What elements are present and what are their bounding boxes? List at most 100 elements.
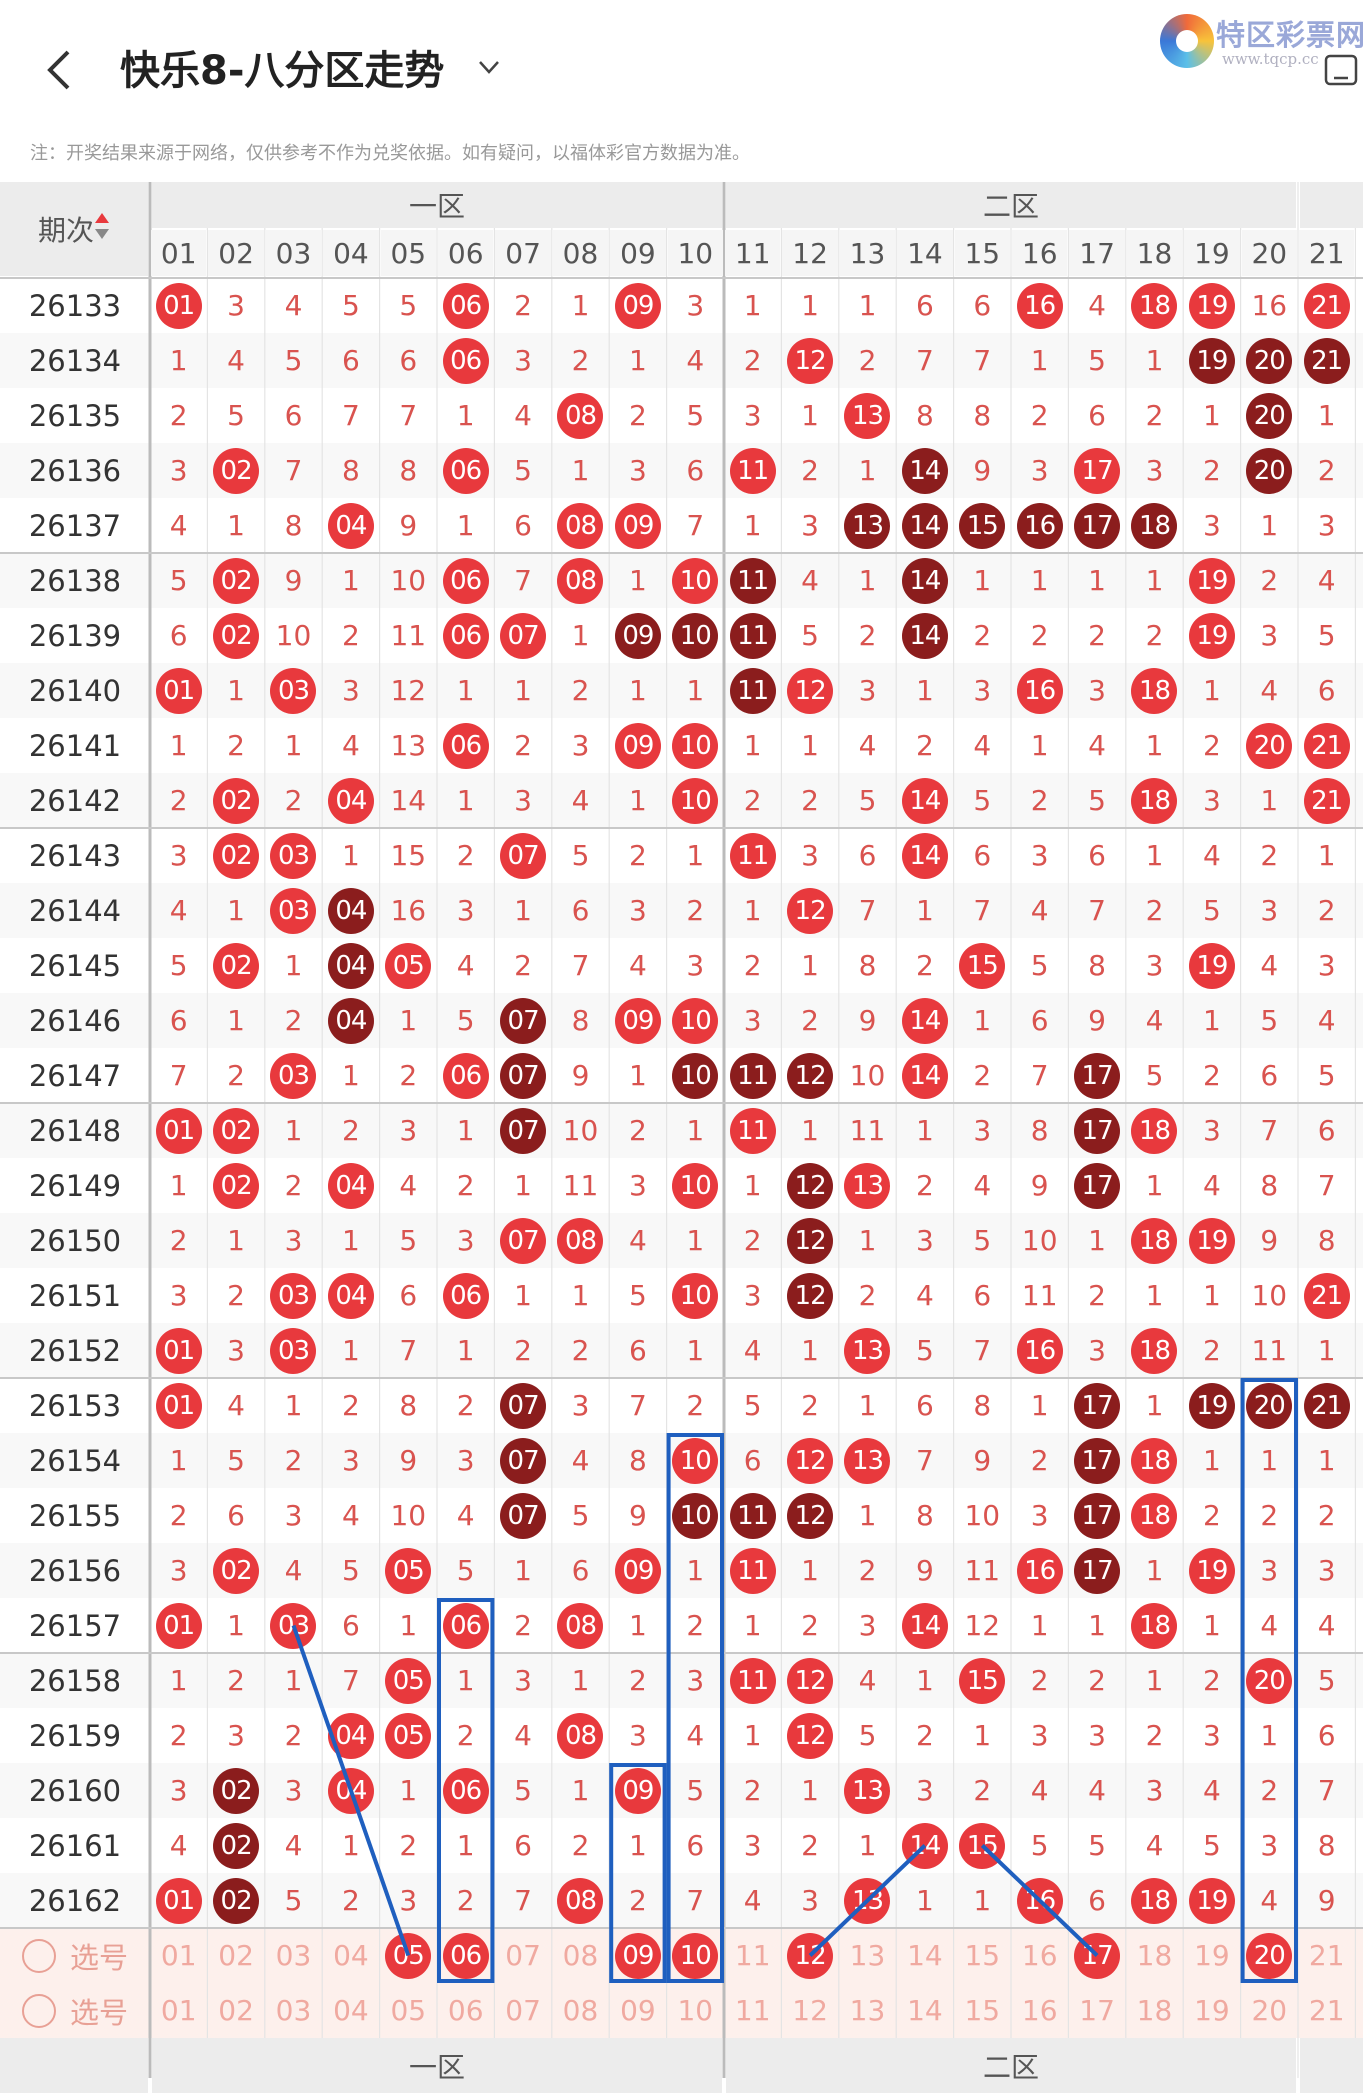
- number-cell: 09: [609, 498, 666, 553]
- number-cell[interactable]: 14: [907, 1939, 943, 1972]
- select-label[interactable]: 选号: [0, 1928, 150, 1983]
- number-cell[interactable]: 03: [275, 1994, 312, 2027]
- screen-rotate-icon[interactable]: [1322, 52, 1360, 88]
- number-cell: 18: [1126, 1598, 1183, 1653]
- hit-ball: 18: [1131, 1602, 1178, 1649]
- number-cell[interactable]: 02: [218, 1994, 254, 2027]
- number-cell[interactable]: 11: [734, 1994, 771, 2027]
- number-cell: 07: [494, 1213, 551, 1268]
- number-cell[interactable]: 19: [1194, 1939, 1230, 1972]
- number-cell: 11: [964, 1554, 1001, 1587]
- number-cell[interactable]: 05: [380, 1928, 437, 1983]
- number-cell: 2: [743, 784, 762, 817]
- number-cell[interactable]: 21: [1308, 1939, 1345, 1972]
- number-cell: 3: [1202, 784, 1221, 817]
- number-cell[interactable]: 01: [160, 1994, 197, 2027]
- number-cell: 2: [571, 674, 590, 707]
- hit-ball[interactable]: 12: [787, 1932, 834, 1979]
- hit-ball: 06: [442, 612, 489, 659]
- number-cell[interactable]: 10: [677, 1994, 714, 2027]
- hit-ball[interactable]: 10: [672, 1932, 719, 1979]
- hit-ball[interactable]: 09: [614, 1932, 661, 1979]
- number-cell[interactable]: 20: [1251, 1994, 1288, 2027]
- number-cell: 04: [322, 773, 379, 828]
- number-cell: 17: [1068, 1103, 1125, 1158]
- number-cell[interactable]: 16: [1021, 1994, 1058, 2027]
- number-cell[interactable]: 17: [1079, 1994, 1115, 2027]
- hit-ball: 08: [557, 557, 604, 604]
- number-cell[interactable]: 02: [218, 1939, 254, 1972]
- number-cell: 12: [781, 1708, 838, 1763]
- number-cell: 5: [227, 399, 245, 432]
- hit-ball: 18: [1131, 282, 1178, 329]
- number-cell[interactable]: 13: [849, 1994, 886, 2027]
- number-cell: 3: [1260, 619, 1279, 652]
- number-cell: 1: [1202, 674, 1221, 707]
- number-cell: 14: [896, 1598, 953, 1653]
- zone1-header: 一区: [152, 182, 722, 228]
- number-cell[interactable]: 08: [562, 1994, 599, 2027]
- number-cell[interactable]: 18: [1136, 1994, 1173, 2027]
- back-button[interactable]: [40, 40, 80, 100]
- number-cell: 1: [858, 1829, 877, 1862]
- number-cell[interactable]: 16: [1021, 1939, 1058, 1972]
- number-cell: 2: [284, 784, 303, 817]
- number-cell: 2: [1030, 399, 1049, 432]
- number-cell[interactable]: 06: [437, 1928, 494, 1983]
- repeat-ball: 12: [787, 1492, 834, 1539]
- number-cell: 3: [743, 1829, 762, 1862]
- number-cell: 21: [1298, 278, 1355, 333]
- number-cell: 5: [1317, 619, 1336, 652]
- hit-ball: 03: [270, 667, 317, 714]
- hit-ball: 11: [729, 832, 776, 879]
- number-cell[interactable]: 19: [1194, 1994, 1230, 2027]
- repeat-ball: 12: [787, 1162, 834, 1209]
- chevron-down-icon[interactable]: [474, 52, 504, 82]
- number-cell[interactable]: 07: [505, 1994, 541, 2027]
- number-cell[interactable]: 09: [609, 1928, 666, 1983]
- number-cell[interactable]: 11: [734, 1939, 771, 1972]
- number-cell[interactable]: 13: [849, 1939, 886, 1972]
- number-cell[interactable]: 01: [160, 1939, 197, 1972]
- number-cell[interactable]: 03: [275, 1939, 312, 1972]
- number-cell[interactable]: 04: [333, 1994, 369, 2027]
- number-cell: 06: [437, 1598, 494, 1653]
- number-cell[interactable]: 06: [447, 1994, 484, 2027]
- number-cell[interactable]: 21: [1308, 1994, 1345, 2027]
- number-cell[interactable]: 15: [964, 1939, 1001, 1972]
- radio-icon[interactable]: [21, 1993, 56, 2028]
- number-cell[interactable]: 17: [1068, 1928, 1125, 1983]
- number-cell: 2: [858, 1279, 877, 1312]
- number-cell[interactable]: 14: [907, 1994, 943, 2027]
- issue-number: 26140: [28, 673, 122, 708]
- issue-header[interactable]: 期次: [0, 182, 148, 276]
- number-cell: 3: [801, 509, 819, 542]
- hit-ball[interactable]: 17: [1074, 1932, 1121, 1979]
- hit-ball[interactable]: 05: [385, 1932, 432, 1979]
- select-label[interactable]: 选号: [0, 1983, 150, 2038]
- number-cell[interactable]: 20: [1241, 1928, 1298, 1983]
- number-cell: 14: [896, 828, 953, 883]
- number-cell[interactable]: 10: [667, 1928, 724, 1983]
- hit-ball[interactable]: 06: [442, 1932, 489, 1979]
- number-cell[interactable]: 04: [333, 1939, 369, 1972]
- sort-icon[interactable]: [94, 211, 110, 248]
- number-cell[interactable]: 09: [620, 1994, 656, 2027]
- page-title[interactable]: 快乐8-八分区走势: [120, 48, 445, 94]
- number-cell: 2: [227, 1664, 245, 1697]
- radio-icon[interactable]: [21, 1938, 56, 1973]
- number-cell[interactable]: 07: [505, 1939, 541, 1972]
- number-cell: 04: [322, 938, 379, 993]
- number-cell[interactable]: 18: [1136, 1939, 1173, 1972]
- number-cell: 3: [1202, 1114, 1221, 1147]
- number-cell[interactable]: 12: [792, 1994, 828, 2027]
- zone2-header: 二区: [726, 182, 1296, 228]
- number-cell[interactable]: 08: [562, 1939, 599, 1972]
- number-cell[interactable]: 05: [390, 1994, 427, 2027]
- number-cell: 6: [1030, 1004, 1049, 1037]
- column-header: 18: [1126, 230, 1183, 276]
- number-cell[interactable]: 12: [781, 1928, 838, 1983]
- number-cell[interactable]: 15: [964, 1994, 1001, 2027]
- hit-ball[interactable]: 20: [1246, 1932, 1293, 1979]
- number-cell: 14: [896, 1818, 953, 1873]
